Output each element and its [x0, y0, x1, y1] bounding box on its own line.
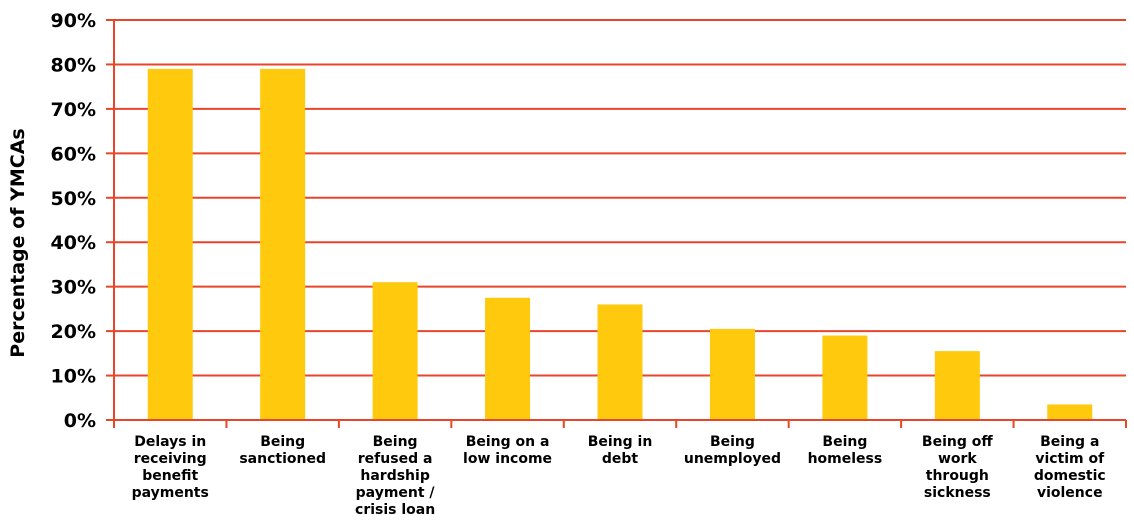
x-category-label: Being off work through sickness: [922, 434, 993, 501]
x-category-label: Being sanctioned: [239, 434, 326, 467]
y-tick-label: 30%: [51, 277, 96, 299]
x-category-label: Being on a low income: [463, 434, 552, 467]
y-tick-label: 70%: [51, 99, 96, 121]
x-category-label: Being homeless: [808, 434, 883, 467]
x-category-label: Being a victim of domestic violence: [1034, 434, 1106, 501]
y-tick-label: 0%: [64, 410, 96, 432]
bar: [934, 351, 980, 420]
y-axis-title: Percentage of YMCAs: [7, 128, 29, 357]
y-tick-label: 80%: [51, 54, 96, 76]
bar: [485, 297, 531, 420]
y-tick-label: 40%: [51, 232, 96, 254]
y-tick-label: 60%: [51, 143, 96, 165]
bar: [147, 68, 193, 420]
bar: [597, 304, 643, 420]
bar: [372, 282, 418, 420]
y-tick-label: 20%: [51, 321, 96, 343]
bar: [822, 335, 868, 420]
bar: [260, 68, 306, 420]
y-tick-labels: 0% 10% 20% 30% 40% 50% 60% 70% 80% 90%: [51, 10, 96, 432]
x-category-label: Being in debt: [588, 434, 653, 467]
y-tick-label: 50%: [51, 188, 96, 210]
bar: [1047, 404, 1093, 420]
bars: [114, 68, 1126, 421]
y-tick-label: 10%: [51, 366, 96, 388]
x-category-label: Being refused a hardship payment / crisis lo…: [355, 434, 435, 518]
x-category-labels: Delays in receiving benefit payments Being sa…: [132, 434, 1106, 518]
x-category-label: Being unemployed: [684, 434, 781, 467]
y-tick-label: 90%: [51, 10, 96, 32]
x-category-label: Delays in receiving benefit payments: [132, 434, 209, 501]
bar: [709, 328, 755, 420]
